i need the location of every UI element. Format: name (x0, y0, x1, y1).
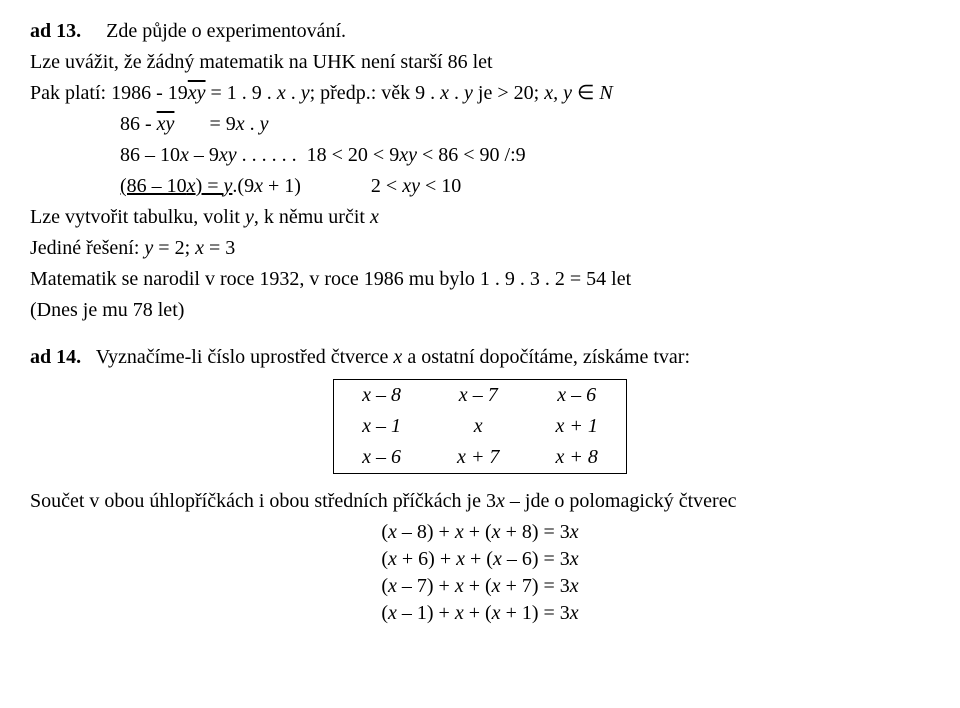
text: Součet v obou úhlopříčkách i obou středn… (30, 490, 496, 512)
var-x: x (236, 113, 245, 135)
var-x: x (180, 144, 189, 166)
text: = 3 (204, 237, 235, 259)
cell-r2c1: x – 1 (334, 411, 429, 442)
var-x: x (187, 175, 196, 197)
text: < 10 (420, 175, 461, 197)
ad13-line6: (86 – 10x) = y.(9x + 1) 2 < xy < 10 (30, 173, 930, 200)
ad14-heading: ad 14. Vyznačíme-li číslo uprostřed čtve… (30, 344, 930, 371)
ad13-line7: Lze vytvořit tabulku, volit y, k němu ur… (30, 204, 930, 231)
magic-square-table: x – 8 x – 7 x – 6 x – 1 x x + 1 x – 6 x … (333, 379, 627, 474)
text: – jde o polomagický čtverec (505, 490, 737, 512)
var-xy: x, y (544, 82, 572, 104)
cell-r2c3: x + 1 (527, 411, 626, 442)
text: + 1) 2 < (263, 175, 402, 197)
eq3: (x – 7) + x + (x + 7) = 3x (30, 573, 930, 600)
cell-r3c2: x + 7 (429, 442, 527, 474)
text: ∈ (572, 82, 599, 104)
text: . (449, 82, 464, 104)
text: (86 – 10 (120, 175, 187, 197)
var-x: x (393, 346, 402, 368)
set-N: N (599, 82, 612, 104)
ad13-heading: ad 13. Zde půjde o experimentování. (30, 18, 930, 45)
text: 86 - (120, 113, 157, 135)
cell-r3c3: x + 8 (527, 442, 626, 474)
cell-r1c1: x – 8 (334, 380, 429, 412)
cell-r2c2: x (429, 411, 527, 442)
ad14-text-b: a ostatní dopočítáme, získáme tvar: (402, 346, 690, 368)
text: = 2; (153, 237, 195, 259)
ad14-text-a: Vyznačíme-li číslo uprostřed čtverce (96, 346, 394, 368)
text: 86 – 10 (120, 144, 180, 166)
var-x: x (440, 82, 449, 104)
text: . (286, 82, 301, 104)
var-y: y (245, 206, 254, 228)
var-y: y (144, 237, 153, 259)
var-xy: xy (157, 113, 175, 135)
text: , k němu určit (254, 206, 370, 228)
text: = 1 . 9 . (206, 82, 277, 104)
text: .(9 (232, 175, 254, 197)
var-x: x (254, 175, 263, 197)
text: – 9 (189, 144, 219, 166)
text: . . . . . . 18 < 20 < 9 (237, 144, 400, 166)
var-xy: xy (219, 144, 237, 166)
var-x: x (370, 206, 379, 228)
var-x: x (195, 237, 204, 259)
text: Lze vytvořit tabulku, volit (30, 206, 245, 228)
ad13-line8: Jediné řešení: y = 2; x = 3 (30, 235, 930, 262)
text: . (245, 113, 260, 135)
ad13-line4: 86 - xy = 9x . y (30, 111, 930, 138)
text: ) = (196, 175, 224, 197)
var-y: y (464, 82, 473, 104)
text: = 9 (174, 113, 235, 135)
var-xy: xy (402, 175, 420, 197)
eq1: (x – 8) + x + (x + 8) = 3x (30, 519, 930, 546)
ad14-sum-line: Součet v obou úhlopříčkách i obou středn… (30, 488, 930, 515)
ad13-line3: Pak platí: 1986 - 19xy = 1 . 9 . x . y; … (30, 80, 930, 107)
ad13-line5: 86 – 10x – 9xy . . . . . . 18 < 20 < 9xy… (30, 142, 930, 169)
var-x: x (496, 490, 505, 512)
var-x: x (277, 82, 286, 104)
var-y: y (301, 82, 310, 104)
cell-r3c1: x – 6 (334, 442, 429, 474)
text: ; předp.: věk 9 . (310, 82, 441, 104)
ad14-label: ad 14. (30, 346, 81, 368)
eq2: (x + 6) + x + (x – 6) = 3x (30, 546, 930, 573)
var-y: y (260, 113, 269, 135)
equations-block: (x – 8) + x + (x + 8) = 3x (x + 6) + x +… (30, 519, 930, 627)
ad13-line2: Lze uvážit, že žádný matematik na UHK ne… (30, 49, 930, 76)
var-xy: xy (399, 144, 417, 166)
text: je > 20; (473, 82, 544, 104)
ad13-line10: (Dnes je mu 78 let) (30, 297, 930, 324)
ad13-heading-text: Zde půjde o experimentování. (106, 20, 346, 42)
eq4: (x – 1) + x + (x + 1) = 3x (30, 600, 930, 627)
text: < 86 < 90 /:9 (417, 144, 526, 166)
var-xy: xy (188, 82, 206, 104)
text: Jediné řešení: (30, 237, 144, 259)
ad13-line9: Matematik se narodil v roce 1932, v roce… (30, 266, 930, 293)
text: Pak platí: 1986 - 19 (30, 82, 188, 104)
ad13-label: ad 13. (30, 20, 81, 42)
cell-r1c3: x – 6 (527, 380, 626, 412)
cell-r1c2: x – 7 (429, 380, 527, 412)
